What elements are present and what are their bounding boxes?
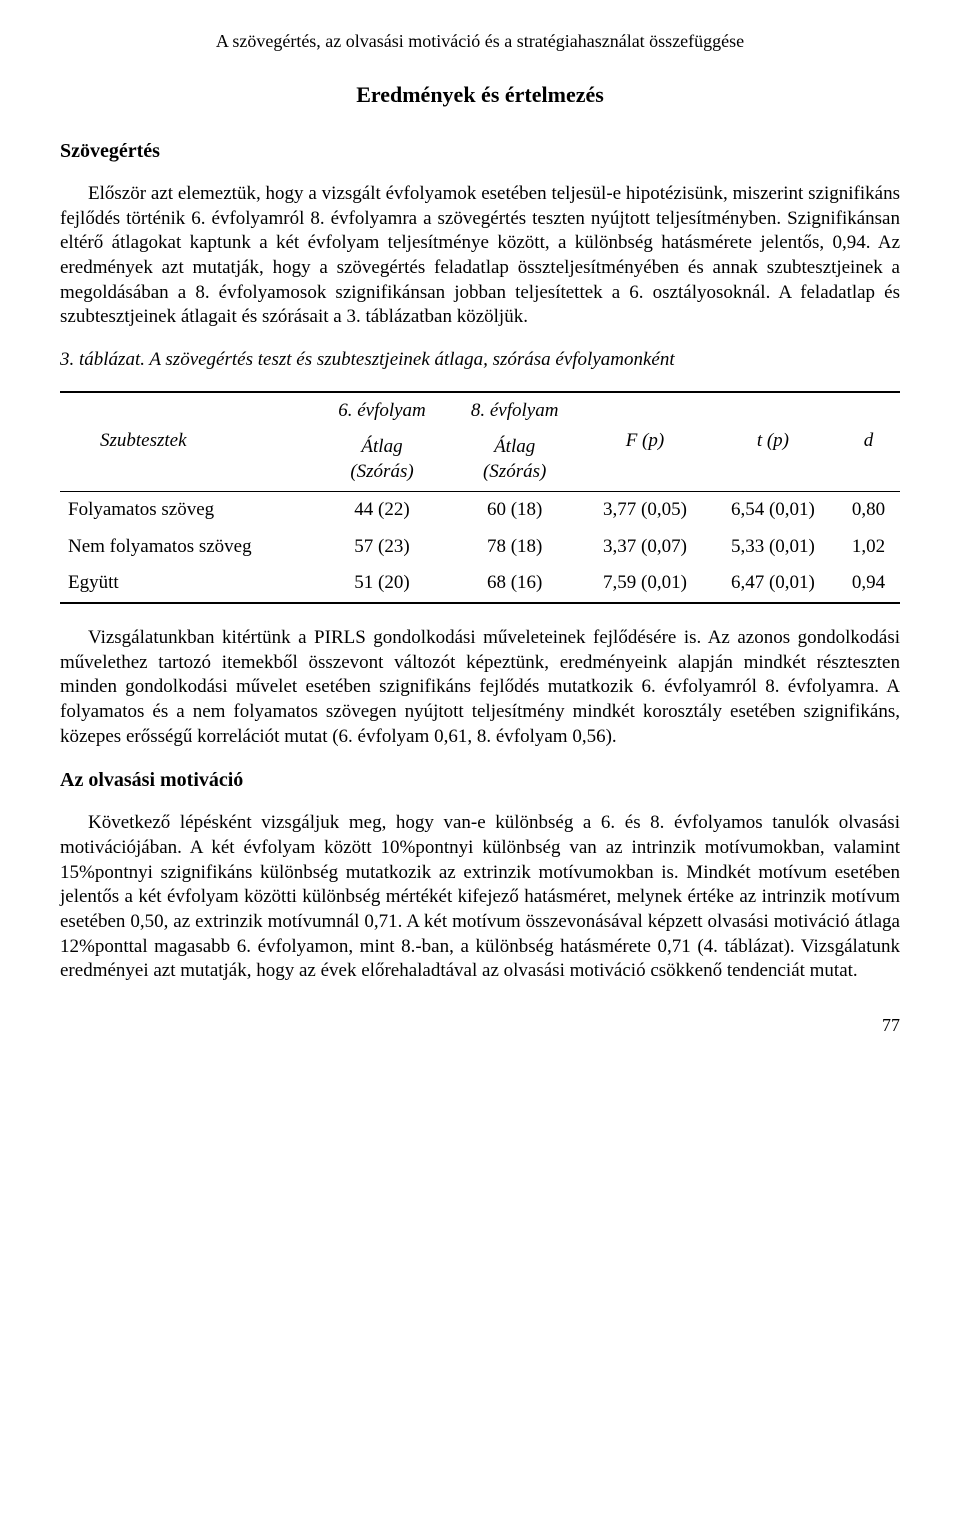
cell: 3,77 (0,05): [581, 491, 709, 528]
table-subheader-g8: Átlag (Szórás): [448, 429, 581, 491]
row-label: Együtt: [60, 565, 316, 603]
cell: 68 (16): [448, 565, 581, 603]
results-table: Szubtesztek 6. évfolyam 8. évfolyam F (p…: [60, 391, 900, 604]
page-number: 77: [60, 1014, 900, 1037]
subsection-heading-1: Szövegértés: [60, 138, 900, 164]
table-subheader-g6: Átlag (Szórás): [316, 429, 449, 491]
table-row: Nem folyamatos szöveg 57 (23) 78 (18) 3,…: [60, 529, 900, 566]
cell: 1,02: [837, 529, 900, 566]
table-row: Folyamatos szöveg 44 (22) 60 (18) 3,77 (…: [60, 491, 900, 528]
cell: 6,47 (0,01): [709, 565, 837, 603]
table-header-rowlabel: Szubtesztek: [60, 392, 316, 492]
table-header-t: t (p): [709, 392, 837, 492]
table-header-F: F (p): [581, 392, 709, 492]
cell: 3,37 (0,07): [581, 529, 709, 566]
cell: 6,54 (0,01): [709, 491, 837, 528]
cell: 57 (23): [316, 529, 449, 566]
row-label: Folyamatos szöveg: [60, 491, 316, 528]
subsection-heading-2: Az olvasási motiváció: [60, 767, 900, 793]
cell: 0,80: [837, 491, 900, 528]
cell: 78 (18): [448, 529, 581, 566]
cell: 0,94: [837, 565, 900, 603]
row-label: Nem folyamatos szöveg: [60, 529, 316, 566]
table-header-grade8: 8. évfolyam: [448, 392, 581, 430]
section-heading: Eredmények és értelmezés: [60, 81, 900, 110]
paragraph-3: Következő lépésként vizsgáljuk meg, hogy…: [60, 811, 900, 984]
table-header-grade6: 6. évfolyam: [316, 392, 449, 430]
cell: 7,59 (0,01): [581, 565, 709, 603]
table-row: Együtt 51 (20) 68 (16) 7,59 (0,01) 6,47 …: [60, 565, 900, 603]
cell: 44 (22): [316, 491, 449, 528]
table-caption: 3. táblázat. A szövegértés teszt és szub…: [60, 348, 900, 373]
cell: 5,33 (0,01): [709, 529, 837, 566]
cell: 51 (20): [316, 565, 449, 603]
cell: 60 (18): [448, 491, 581, 528]
table-header-d: d: [837, 392, 900, 492]
running-head: A szövegértés, az olvasási motiváció és …: [60, 30, 900, 53]
paragraph-1: Először azt elemeztük, hogy a vizsgált é…: [60, 182, 900, 330]
paragraph-2: Vizsgálatunkban kitértünk a PIRLS gondol…: [60, 626, 900, 749]
